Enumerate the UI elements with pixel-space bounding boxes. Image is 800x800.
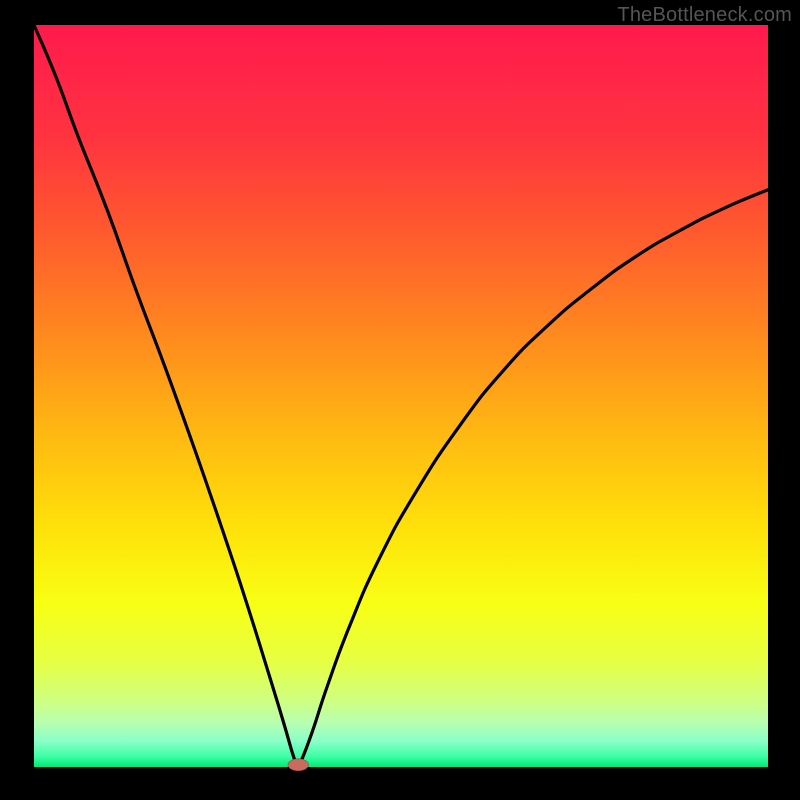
plot-background — [34, 25, 768, 767]
watermark-text: TheBottleneck.com — [617, 4, 792, 27]
minimum-marker — [288, 759, 309, 771]
chart-container: TheBottleneck.com — [0, 0, 800, 800]
bottleneck-chart — [0, 0, 800, 800]
